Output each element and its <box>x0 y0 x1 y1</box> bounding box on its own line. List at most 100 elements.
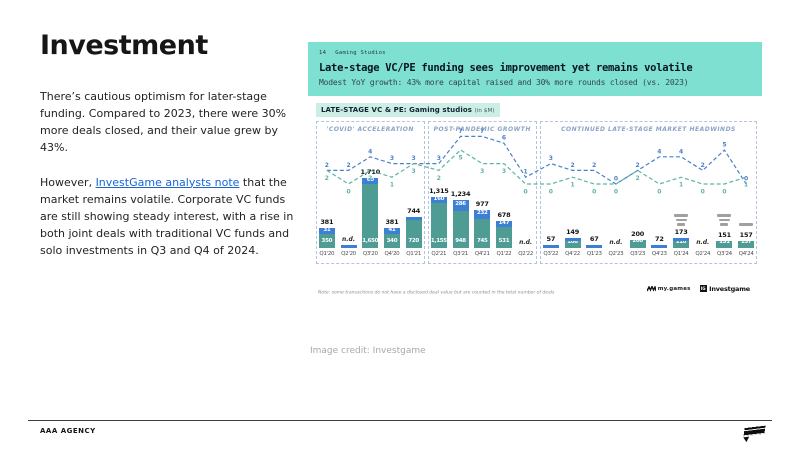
company-logos-annotation <box>672 214 690 226</box>
paragraph-2-lead: However, <box>40 175 96 189</box>
pe-bar-segment <box>452 199 469 212</box>
x-axis-label: Q2'22 <box>518 250 534 257</box>
pe-bar-segment <box>318 228 335 235</box>
pe-bar-segment <box>495 221 512 228</box>
pe-bar-segment <box>542 245 559 248</box>
chart-footnote: Note: some transactions do not have a di… <box>318 289 555 295</box>
investgame-badge-icon: IG <box>699 285 707 293</box>
bar-total-label: 1,315 <box>429 186 449 195</box>
chart-card-subtitle: Modest YoY growth: 43% more capital rais… <box>319 77 689 87</box>
chart-card-title: Late-stage VC/PE funding sees improvemen… <box>319 62 693 74</box>
vc-bar-segment <box>452 211 469 248</box>
company-logo-mark <box>720 223 729 226</box>
vc-bar-segment <box>474 218 491 248</box>
chart-partner-logos: my.games IG Investgame <box>646 284 750 293</box>
company-logos-annotation <box>737 223 755 226</box>
no-data-label: n.d. <box>696 238 710 246</box>
pe-bar-segment <box>430 196 447 204</box>
my-games-logo: my.games <box>646 285 691 292</box>
bar-total-label: 1,234 <box>450 189 471 198</box>
vc-bar-segment <box>383 234 400 248</box>
x-axis-label: Q1'22 <box>496 250 512 257</box>
chart-title-chip: LATE-STAGE VC & PE: Gaming studios (in $… <box>316 102 500 117</box>
image-credit: Image credit: Investgame <box>310 346 426 356</box>
x-axis-label: Q3'24 <box>717 250 732 257</box>
company-logos-annotation <box>715 214 733 226</box>
chart-section-box-0: 'COVID' ACCELERATION <box>316 120 425 264</box>
pe-bar-segment <box>340 245 357 248</box>
bar-total-label: 1,710 <box>360 167 381 176</box>
left-text-column: Investment There’s cautious optimism for… <box>40 30 294 276</box>
vc-segment-label: 350 <box>321 238 333 245</box>
paragraph-2-tail: that the market remains volatile. Corpor… <box>40 175 294 258</box>
investgame-analysts-link[interactable]: InvestGame analysts note <box>95 175 240 189</box>
agency-name: AAA AGENCY <box>40 427 96 435</box>
pe-bar-segment <box>673 238 690 241</box>
bar-total-label: 57 <box>546 235 556 244</box>
chart-section-label: 'COVID' ACCELERATION <box>326 125 414 133</box>
vc-bar-segment <box>673 240 690 248</box>
pe-segment-label: 147 <box>498 220 510 227</box>
investgame-logo: IG Investgame <box>699 284 750 293</box>
pe-bar-segment <box>474 209 491 219</box>
company-logo-mark <box>718 218 730 222</box>
vc-bar-segment <box>430 203 447 248</box>
x-axis-label: Q4'20 <box>384 250 400 257</box>
vc-bar-segment <box>318 234 335 248</box>
paragraph-2: However, InvestGame analysts note that t… <box>40 174 294 260</box>
agency-stamp-logo <box>741 423 768 439</box>
x-axis-label: Q1'24 <box>673 250 689 257</box>
company-logo-mark <box>677 223 686 226</box>
company-logo-mark <box>675 218 687 222</box>
chart-unit-label: (in $M) <box>474 107 495 114</box>
vc-bar-segment <box>629 239 646 248</box>
footer-divider <box>28 420 772 421</box>
x-axis-label: Q1'21 <box>406 250 422 257</box>
vc-segment-label: 1,650 <box>362 238 379 245</box>
chart-section-box-1: POST-PANDEMIC GROWTH <box>428 120 537 264</box>
bar-total-label: 173 <box>674 228 688 237</box>
vc-segment-label: 110 <box>675 238 687 245</box>
x-axis-label: Q4'23 <box>651 250 667 257</box>
chart-card-kicker: 14 Gaming Studios <box>319 50 751 56</box>
x-axis-label: Q2'24 <box>695 250 711 257</box>
vc-segment-label: 157 <box>740 238 752 245</box>
no-data-label: n.d. <box>519 238 533 246</box>
bar-total-label: 200 <box>631 229 645 238</box>
company-logo-mark <box>674 214 689 217</box>
slide-number: 14 <box>319 50 327 56</box>
vc-segment-label: 531 <box>498 238 510 245</box>
bar-total-label: 72 <box>655 234 664 243</box>
x-axis-label: Q3'23 <box>630 250 646 257</box>
vc-segment-label: 151 <box>719 238 730 245</box>
vc-segment-label: 340 <box>386 238 398 245</box>
bar-total-label: 151 <box>717 230 731 239</box>
vc-bar-segment <box>405 219 422 248</box>
vc-segment-label: 1,155 <box>430 238 447 245</box>
pe-segment-label: 60 <box>366 176 374 183</box>
chart-section-box-2: CONTINUED LATE-STAGE MARKET HEADWINDS <box>540 120 757 264</box>
vc-bar-segment <box>495 227 512 248</box>
my-games-logo-icon <box>646 285 656 292</box>
chart-card-header: 14 Gaming Studios Late-stage VC/PE fundi… <box>308 42 762 96</box>
chart-body: LATE-STAGE VC & PE: Gaming studios (in $… <box>308 95 762 302</box>
no-data-label: n.d. <box>341 236 356 244</box>
x-axis-label: Q4'24 <box>738 250 754 257</box>
chart-section-label: POST-PANDEMIC GROWTH <box>433 125 531 133</box>
paragraph-1: There’s cautious optimism for later-stag… <box>40 90 287 155</box>
bar-total-label: 149 <box>566 228 580 237</box>
vc-bar-segment <box>738 240 755 248</box>
x-axis-label: Q2'20 <box>341 250 356 257</box>
vc-bar-segment <box>716 240 733 248</box>
vc-bar-segment <box>564 240 581 248</box>
vc-segment-label: 200 <box>632 238 643 245</box>
vc-bar-segment <box>362 183 379 248</box>
pe-segment-label: 41 <box>388 227 396 234</box>
bar-total-label: 381 <box>320 218 334 227</box>
pe-segment-label: 31 <box>323 227 331 234</box>
bar-total-label: 157 <box>739 230 753 239</box>
pe-segment-label: 232 <box>476 210 488 217</box>
bar-total-label: 744 <box>407 207 421 216</box>
bar-total-label: 67 <box>589 235 599 244</box>
